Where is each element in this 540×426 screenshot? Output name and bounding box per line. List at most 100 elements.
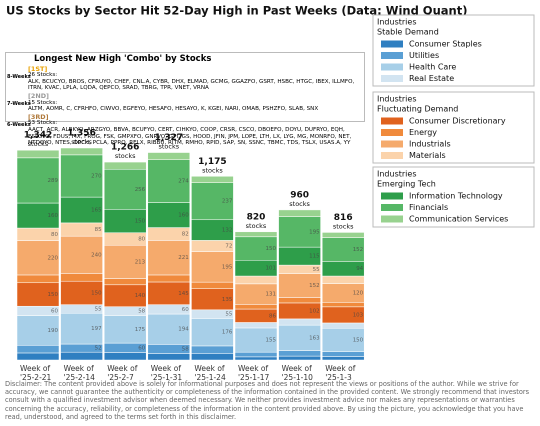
segment-label: 160 [48,213,59,219]
x-tick-label: Week of '25-2-14 [63,364,95,382]
combo-entry: 6-Weeks [3RD] 53 Stocks: AACT, ACR, ALBKYO,… [6,114,364,147]
segment-label: 55 [95,306,102,312]
bar-segment [147,152,191,160]
segment-label: 150 [48,292,59,298]
bar-segment [191,353,234,361]
combo-count: 53 Stocks: [28,120,58,127]
bar-segment [191,251,234,283]
combo-rank: [3RD] [28,112,49,121]
legend-group: Stable Demand [377,28,439,37]
x-tick-label: Week of '25-1-17 [238,364,270,382]
segment-label: 52 [95,346,102,352]
segment-label: 289 [48,178,59,184]
bar-segment [278,209,321,217]
legend-group: Fluctuating Demand [377,105,458,114]
segment-label: 160 [178,213,189,219]
legend-heading: Industries [377,95,416,104]
bar-segment [191,182,234,221]
legend-label: Energy [409,128,437,137]
bar-segment [321,275,365,284]
segment-label: 195 [222,264,233,270]
segment-label: 135 [222,297,233,303]
bar-segment [103,244,147,279]
bar-segment [234,322,278,329]
legend-label: Consumer Discretionary [409,117,506,126]
bar-segment [321,232,365,238]
bar-segment [103,161,147,170]
legend-swatch [381,117,403,125]
legend-swatch [381,192,403,200]
bar-segment [278,297,321,304]
segment-label: 270 [91,173,102,179]
total-label: 816 [334,213,353,223]
bar-segment [278,318,321,326]
segment-label: 274 [178,179,189,185]
bar-segment [234,304,278,310]
bar-segment [147,159,191,203]
segment-label: 145 [178,291,189,297]
bar-segment [60,351,103,361]
segment-label: 103 [353,312,364,318]
legend-swatch [381,215,403,223]
bar-segment [103,352,147,361]
bar-segment [103,315,147,344]
segment-label: 55 [313,267,320,273]
bar-segment [16,345,60,354]
total-unit: stocks [115,152,136,160]
bar-segment [321,356,365,361]
legend-swatch [381,204,403,211]
bar-segment [321,351,365,357]
segment-label: 152 [309,283,320,289]
segment-label: 58 [182,346,189,352]
segment-label: 132 [222,228,233,234]
segment-label: 102 [309,308,320,314]
total-unit: stocks [202,166,223,174]
chart: US Stocks by Sector Hit 52-Day High in P… [6,4,535,361]
x-tick-label: Week of '25-1-31 [150,364,183,382]
bar-segment [321,302,365,308]
legend-label: Communication Services [409,215,508,224]
segment-label: 194 [178,327,189,333]
bar-segment [16,240,60,276]
bar-segment [278,324,321,351]
bar-segment [234,356,278,361]
total-label: 960 [290,190,309,200]
total-label: 1,342 [24,131,52,141]
segment-label: 176 [222,330,233,336]
bar-segment [60,313,103,345]
total-unit: stocks [158,143,179,151]
bar-segment [278,355,321,361]
segment-label: 115 [309,254,320,260]
total-unit: stocks [71,138,92,146]
legend-swatch [381,129,403,136]
disclaimer: Disclaimer: The content provided above i… [5,380,530,421]
segment-label: 197 [91,326,102,332]
segment-label: 82 [182,231,189,237]
segment-label: 256 [135,187,146,193]
bar-segment [191,176,234,183]
segment-label: 60 [138,345,145,351]
total-unit: stocks [333,222,354,230]
segment-label: 175 [135,327,146,333]
combo-tickers: ALTM, AOMR, C, CFRHFO, CIWVO, EGFEYO, HE… [28,106,319,113]
bar-segment [103,278,147,286]
bar-segment [234,351,278,358]
combo-rank: [1ST] [28,64,48,73]
segment-label: 152 [353,247,364,253]
segment-label: 58 [138,309,145,315]
segment-label: 163 [309,335,320,341]
bar-segment [191,345,234,354]
bar-segment [60,273,103,282]
bar-segment [234,275,278,285]
bar-segment [103,169,147,210]
total-label: 1,356 [67,129,95,139]
legend-label: Health Care [409,63,456,72]
segment-label: 195 [309,229,320,235]
bar-segment [16,274,60,284]
legend-label: Industrials [409,140,451,149]
legend-label: Materials [409,151,446,160]
segment-label: 221 [178,255,189,261]
segment-label: 101 [266,266,277,272]
bar-segment [321,322,365,329]
legend-label: Information Technology [409,192,503,201]
